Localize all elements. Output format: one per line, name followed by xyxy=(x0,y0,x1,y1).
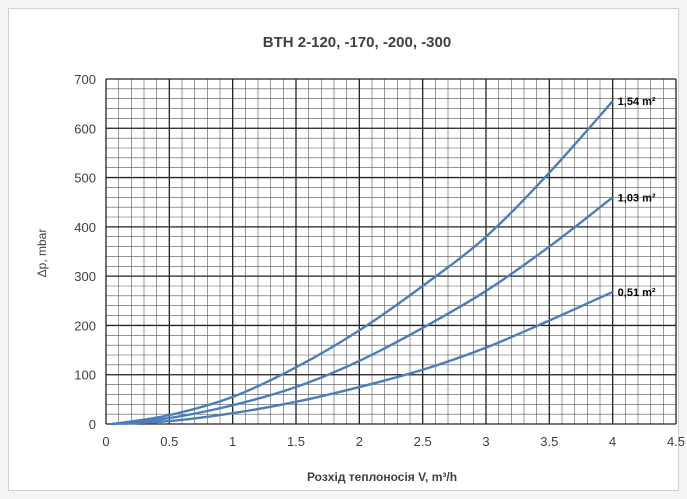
y-tick-label: 500 xyxy=(74,171,96,186)
y-tick-label: 0 xyxy=(89,417,96,432)
major-grid xyxy=(105,78,677,425)
chart-frame xyxy=(8,8,679,491)
chart-title: BTH 2-120, -170, -200, -300 xyxy=(263,34,451,51)
series-label: 0,51 m² xyxy=(618,287,656,299)
x-tick-label: 0 xyxy=(102,434,109,449)
x-tick-label: 3 xyxy=(482,434,489,449)
minor-grid xyxy=(105,78,677,425)
x-tick-label: 0.5 xyxy=(160,434,178,449)
y-tick-label: 300 xyxy=(74,269,96,284)
y-axis-label: Δp, mbar xyxy=(35,229,49,278)
x-tick-label: 1.5 xyxy=(287,434,305,449)
x-tick-label: 2.5 xyxy=(414,434,432,449)
x-axis-label: Розхід теплоносія V, m³/h xyxy=(307,470,457,484)
series-line xyxy=(112,196,614,426)
y-tick-label: 100 xyxy=(74,368,96,383)
series-label: 1,54 m² xyxy=(618,96,656,108)
y-axis-ticks: 0 100 200 300 400 500 600 700 xyxy=(74,72,96,432)
series-line xyxy=(112,290,614,426)
x-tick-label: 3.5 xyxy=(540,434,558,449)
x-tick-label: 1 xyxy=(229,434,236,449)
y-tick-label: 600 xyxy=(74,121,96,136)
series-line xyxy=(112,100,614,426)
x-tick-label: 4.5 xyxy=(667,434,685,449)
series-label: 1,03 m² xyxy=(618,192,656,204)
x-tick-label: 2 xyxy=(356,434,363,449)
x-axis-ticks: 0 0.5 1 1.5 2 2.5 3 3.5 4 4.5 xyxy=(102,434,685,449)
y-tick-label: 400 xyxy=(74,220,96,235)
y-tick-label: 200 xyxy=(74,318,96,333)
x-tick-label: 4 xyxy=(609,434,616,449)
series-lines xyxy=(112,100,614,426)
y-tick-label: 700 xyxy=(74,72,96,87)
series-labels: 1,54 m² 1,03 m² 0,51 m² xyxy=(618,96,656,299)
